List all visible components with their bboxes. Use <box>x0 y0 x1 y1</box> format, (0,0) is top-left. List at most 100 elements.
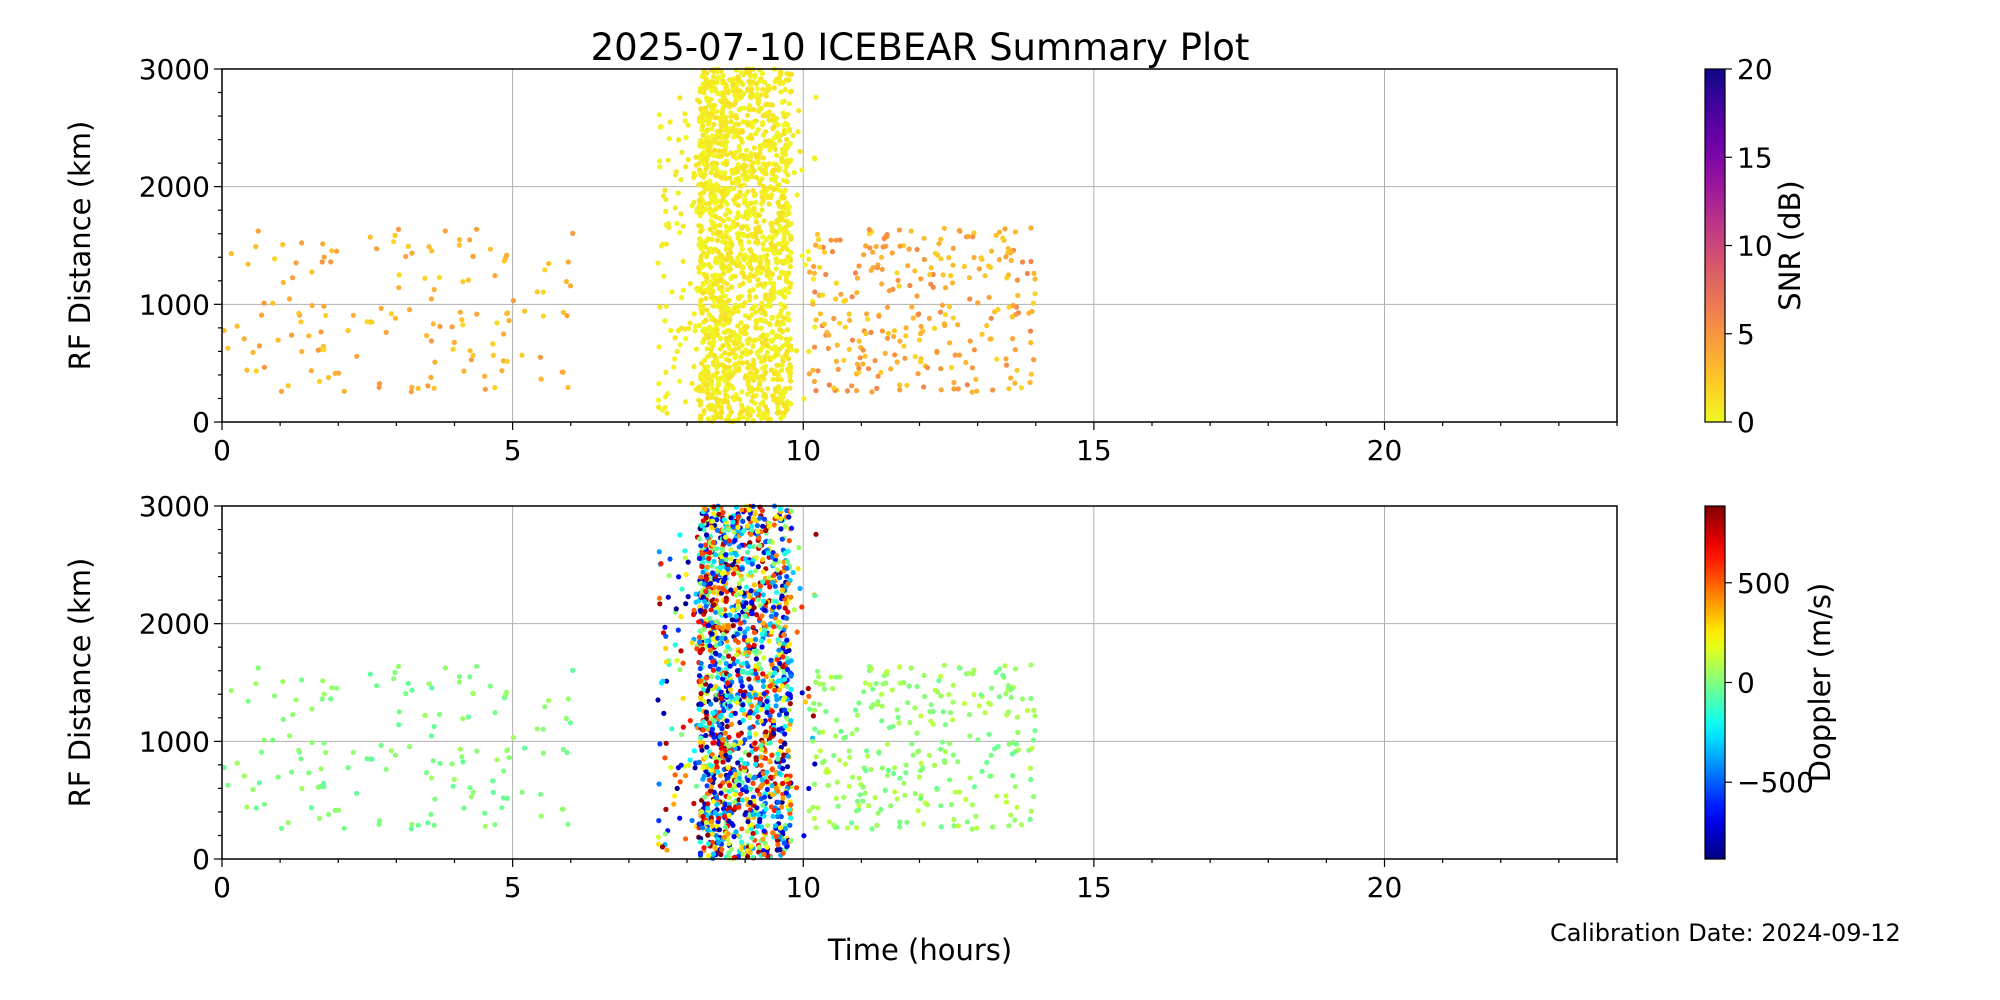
data-point <box>492 385 498 391</box>
data-point <box>702 161 708 167</box>
data-point <box>567 720 574 726</box>
data-point <box>779 799 785 805</box>
x-tick-label: 5 <box>504 871 522 904</box>
data-point <box>668 764 674 771</box>
data-point <box>735 121 742 127</box>
data-point <box>894 359 900 365</box>
data-point <box>784 559 791 565</box>
data-point <box>961 700 968 707</box>
data-point <box>711 281 717 287</box>
data-point <box>785 289 792 295</box>
data-point <box>738 590 744 596</box>
data-point <box>790 569 796 576</box>
data-point <box>948 710 954 716</box>
data-point <box>705 853 712 859</box>
data-point <box>927 272 933 278</box>
data-point <box>773 396 779 402</box>
data-point <box>874 702 881 708</box>
data-point <box>860 784 866 790</box>
data-point <box>740 81 746 87</box>
data-point <box>671 364 677 370</box>
data-point <box>751 211 757 217</box>
data-point <box>738 302 744 309</box>
data-point <box>784 715 790 722</box>
data-point <box>738 791 744 797</box>
data-point <box>760 142 766 148</box>
data-point <box>903 762 909 768</box>
data-point <box>748 569 754 576</box>
data-point <box>747 412 753 419</box>
data-point <box>702 598 708 605</box>
data-point <box>719 558 725 565</box>
data-point <box>782 723 788 729</box>
data-point <box>916 774 923 780</box>
data-point <box>766 758 773 764</box>
data-point <box>519 789 525 795</box>
data-point <box>746 773 753 779</box>
data-point <box>865 316 871 322</box>
data-point <box>722 787 728 793</box>
data-point <box>770 718 777 724</box>
data-point <box>708 326 714 332</box>
data-point <box>745 86 751 92</box>
data-point <box>764 342 770 348</box>
data-point <box>860 347 866 353</box>
data-point <box>921 672 927 678</box>
data-point <box>278 825 285 832</box>
data-point <box>993 232 999 238</box>
data-point <box>391 239 397 245</box>
data-point <box>663 303 669 309</box>
data-point <box>1018 822 1024 828</box>
data-point <box>984 322 990 329</box>
y-tick-label: 0 <box>192 843 210 876</box>
data-point <box>677 378 683 384</box>
data-point <box>726 345 733 351</box>
data-point <box>710 667 717 673</box>
data-point <box>699 388 706 394</box>
data-point <box>856 365 862 371</box>
data-point <box>782 741 788 747</box>
data-point <box>767 622 773 628</box>
data-point <box>782 826 789 832</box>
data-point <box>1006 741 1012 747</box>
data-point <box>457 309 463 315</box>
data-point <box>761 218 767 224</box>
data-point <box>538 813 544 819</box>
data-point <box>725 320 731 326</box>
data-point <box>756 224 762 230</box>
data-point <box>280 716 286 723</box>
data-point <box>1032 728 1038 734</box>
data-point <box>726 818 732 824</box>
data-point <box>708 378 714 384</box>
data-point <box>717 783 723 789</box>
data-point <box>896 720 902 726</box>
data-point <box>298 319 304 325</box>
data-point <box>750 830 756 837</box>
data-point <box>689 203 695 209</box>
data-point <box>698 682 704 688</box>
data-point <box>736 580 742 587</box>
data-point <box>755 127 761 133</box>
data-point <box>746 692 752 698</box>
data-point <box>538 376 544 382</box>
data-point <box>328 696 334 702</box>
data-point <box>740 707 746 713</box>
data-point <box>713 172 719 178</box>
data-point <box>663 369 669 375</box>
data-point <box>662 318 668 324</box>
data-point <box>754 368 760 374</box>
data-point <box>1028 777 1034 783</box>
data-point <box>722 293 728 299</box>
data-point <box>948 801 955 808</box>
data-point <box>299 677 305 683</box>
data-point <box>680 660 686 666</box>
data-point <box>253 805 259 811</box>
data-point <box>1008 812 1014 818</box>
data-point <box>761 627 768 633</box>
data-point <box>903 770 909 776</box>
data-point <box>743 351 750 357</box>
data-point <box>560 746 567 753</box>
data-point <box>715 666 722 672</box>
data-point <box>704 251 711 257</box>
data-point <box>908 228 914 234</box>
